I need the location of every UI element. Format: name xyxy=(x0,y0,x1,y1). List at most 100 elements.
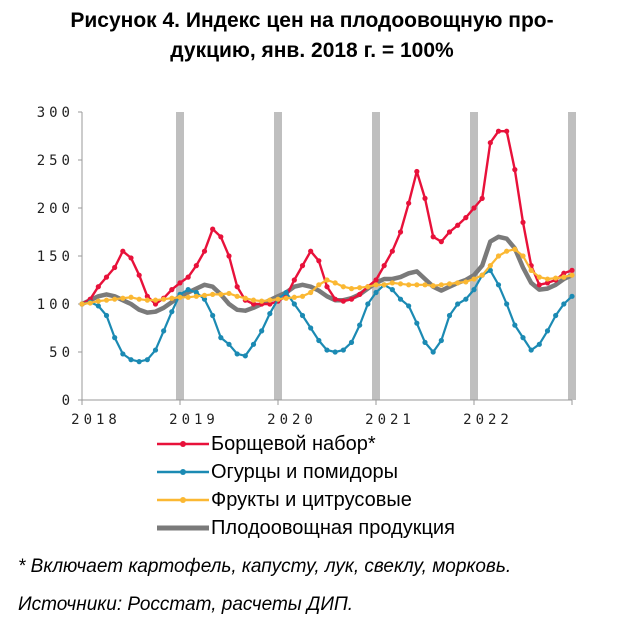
data-point xyxy=(95,284,101,290)
data-point xyxy=(136,296,142,302)
data-point xyxy=(267,297,273,303)
legend-swatch-marker xyxy=(180,469,186,475)
data-point xyxy=(226,341,232,347)
x-tick-label: 2018 xyxy=(71,412,121,428)
series-3 xyxy=(79,234,575,315)
data-point xyxy=(504,301,510,307)
data-point xyxy=(479,195,485,201)
data-point xyxy=(291,301,297,307)
chart-legend: Борщевой набор* Огурцы и помидоры Фрукты и… xyxy=(155,430,455,542)
data-point xyxy=(210,226,216,232)
data-point xyxy=(430,283,436,289)
data-point xyxy=(332,280,338,286)
x-tick-labels: 2018 2019 2020 2021 2022 xyxy=(71,412,513,428)
data-point xyxy=(250,341,257,347)
data-point xyxy=(471,205,477,211)
data-point xyxy=(250,301,257,307)
data-point xyxy=(259,298,265,304)
figure-title-line-1: Рисунок 4. Индекс цен на плодоовощную пр… xyxy=(70,9,554,32)
data-point xyxy=(365,301,371,307)
data-point xyxy=(463,215,469,221)
data-point xyxy=(544,280,551,286)
data-point xyxy=(357,285,363,291)
data-point xyxy=(430,234,436,240)
legend-swatch-marker xyxy=(180,497,186,503)
data-point xyxy=(128,255,134,261)
series-2 xyxy=(79,246,575,307)
data-point xyxy=(120,248,126,254)
year-band-2 xyxy=(372,112,380,400)
data-point xyxy=(177,280,183,286)
y-tick-label: 250 xyxy=(37,153,74,169)
data-point xyxy=(455,301,461,307)
data-point xyxy=(136,272,142,278)
data-point xyxy=(136,359,142,365)
data-point xyxy=(536,274,542,280)
data-point xyxy=(161,328,167,334)
data-point xyxy=(226,290,232,297)
legend-label: Борщевой набор* xyxy=(211,432,376,455)
data-point xyxy=(536,282,542,288)
legend-swatch xyxy=(157,497,209,503)
data-point xyxy=(397,229,404,235)
series-line xyxy=(79,234,575,315)
data-point xyxy=(446,281,453,287)
data-point xyxy=(316,337,322,344)
data-point xyxy=(373,282,379,288)
data-point xyxy=(275,296,281,302)
data-point xyxy=(495,282,502,288)
data-point xyxy=(495,253,502,259)
data-point xyxy=(332,296,338,302)
data-point xyxy=(348,286,355,292)
data-point xyxy=(381,282,387,288)
data-point xyxy=(381,263,387,269)
data-point xyxy=(299,293,306,299)
data-point xyxy=(210,312,216,319)
data-point xyxy=(152,301,159,307)
y-tick-labels: 300 250 200 150 100 50 0 xyxy=(37,105,74,409)
y-tick-label: 200 xyxy=(37,201,74,217)
data-point xyxy=(112,296,118,302)
legend-swatch xyxy=(157,525,209,531)
data-point xyxy=(528,267,534,273)
data-point xyxy=(389,287,395,293)
legend-label: Плодоовощная продукция xyxy=(211,516,455,539)
year-band-3 xyxy=(470,112,478,400)
data-point xyxy=(340,298,346,304)
legend-swatch xyxy=(157,441,209,447)
x-tick-label: 2022 xyxy=(463,412,513,428)
data-point xyxy=(144,357,150,363)
data-point xyxy=(210,291,216,297)
data-point xyxy=(471,276,477,282)
data-point xyxy=(438,239,444,245)
data-point xyxy=(193,263,199,269)
x-tick-label: 2019 xyxy=(169,412,219,428)
legend-swatch-marker xyxy=(180,441,186,447)
data-point xyxy=(234,284,240,290)
data-point xyxy=(422,282,428,288)
data-point xyxy=(463,279,469,285)
data-point xyxy=(569,272,575,278)
legend-label: Фрукты и цитрусовые xyxy=(211,488,412,511)
data-point xyxy=(152,347,159,353)
data-point xyxy=(569,267,575,273)
y-tick-label: 100 xyxy=(37,297,74,313)
year-band-0 xyxy=(176,112,184,400)
data-point xyxy=(193,289,199,296)
y-tick-label: 50 xyxy=(49,345,74,361)
legend-item: Огурцы и помидоры xyxy=(155,458,455,486)
x-tick-label: 2020 xyxy=(267,412,317,428)
data-point xyxy=(128,294,134,300)
data-point xyxy=(414,282,420,288)
data-point xyxy=(389,248,395,254)
data-point xyxy=(234,293,240,299)
data-point xyxy=(201,296,208,302)
series-lines xyxy=(79,128,575,365)
data-point xyxy=(120,295,126,301)
data-point xyxy=(201,292,208,298)
data-point xyxy=(348,296,355,302)
data-point xyxy=(316,282,322,288)
data-point xyxy=(487,140,493,146)
data-point xyxy=(161,296,167,302)
data-point xyxy=(120,351,126,357)
